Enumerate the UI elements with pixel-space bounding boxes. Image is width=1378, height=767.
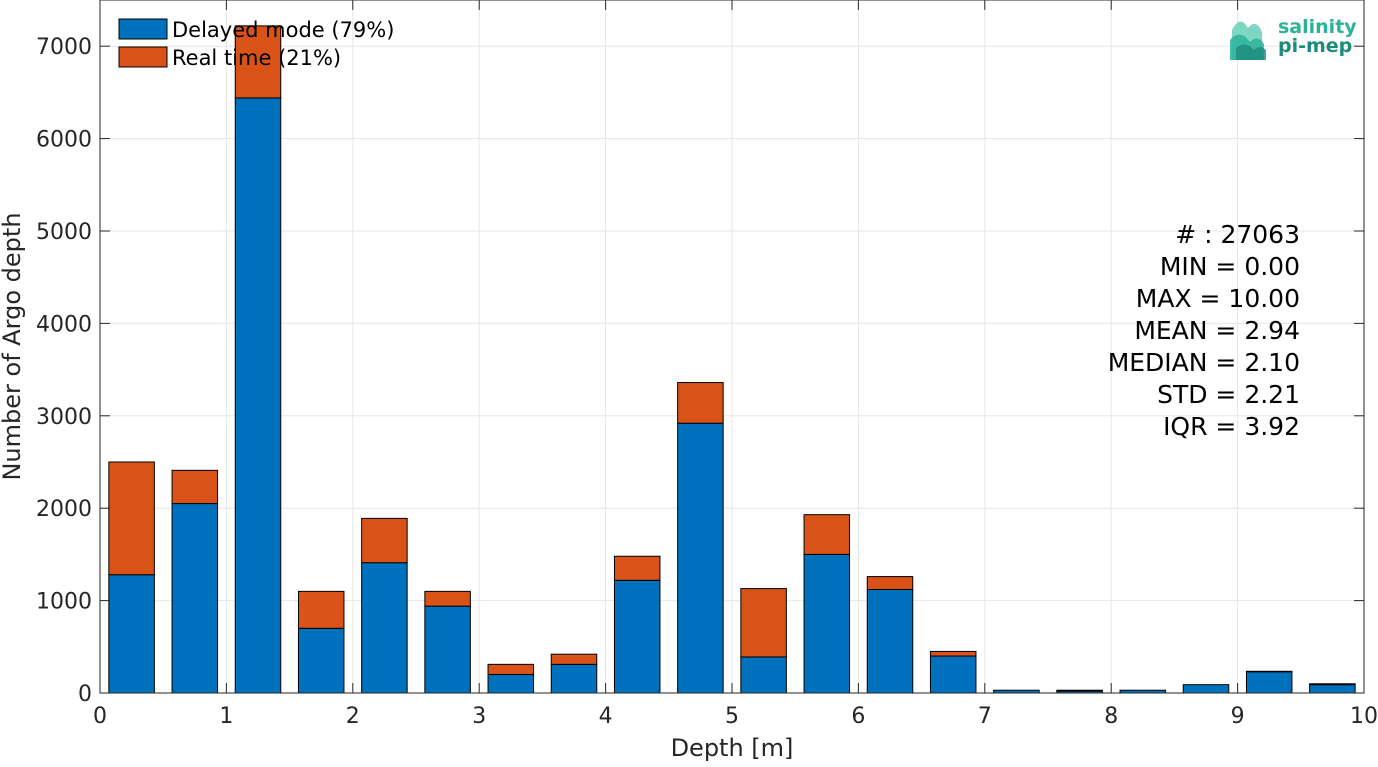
bar-delayed-mode [488,675,534,693]
bar-delayed-mode [614,580,660,693]
legend-swatch-delayed [119,19,167,39]
bar-delayed-mode [1246,672,1292,693]
bar-delayed-mode [109,575,155,693]
salinity-pi-mep-logo: salinity pi-mep [1230,16,1357,60]
stat-mean: MEAN = 2.94 [1134,316,1300,345]
stat-iqr: IQR = 3.92 [1163,412,1300,441]
bar-delayed-mode [1183,685,1229,693]
bar-delayed-mode [172,504,218,693]
x-tick-label: 6 [851,704,865,729]
logo-text-pi-mep: pi-mep [1278,35,1352,57]
stat-std: STD = 2.21 [1157,380,1300,409]
bar-real-time [1057,690,1103,691]
grid-lines [100,0,1364,693]
bar-delayed-mode [678,423,724,693]
bar-delayed-mode [1310,685,1356,693]
bar-real-time [1310,684,1356,685]
x-tick-label: 3 [472,704,486,729]
bar-real-time [109,462,155,575]
x-tick-label: 7 [978,704,992,729]
x-axis-title: Depth [m] [671,734,794,762]
y-axis-title: Number of Argo depth [0,212,26,480]
bar-delayed-mode [298,628,344,693]
x-tick-label: 1 [219,704,233,729]
y-tick-label: 6000 [36,128,92,153]
bar-delayed-mode [425,606,471,693]
bar-delayed-mode [930,656,976,693]
bar-delayed-mode [741,657,787,693]
bar-real-time [614,556,660,580]
x-tick-label: 5 [725,704,739,729]
stat-min: MIN = 0.00 [1160,252,1300,281]
bar-real-time [551,654,597,664]
x-tick-label: 8 [1104,704,1118,729]
x-tick-label: 4 [599,704,613,729]
bar-real-time [425,591,471,606]
y-tick-label: 2000 [36,497,92,522]
bar-real-time [867,577,913,590]
bar-real-time [172,470,218,503]
bar-delayed-mode [362,563,408,693]
x-tick-label: 2 [346,704,360,729]
x-tick-label: 10 [1350,704,1378,729]
legend-label-realtime: Real time (21%) [172,46,341,70]
y-tick-label: 4000 [36,312,92,337]
bar-delayed-mode [867,590,913,693]
stat-median: MEDIAN = 2.10 [1108,348,1300,377]
bar-delayed-mode [235,98,281,693]
wave-logo-icon [1230,21,1266,60]
y-tick-label: 7000 [36,35,92,60]
bar-real-time [741,589,787,657]
legend-label-delayed: Delayed mode (79%) [172,18,394,42]
y-tick-label: 1000 [36,590,92,615]
x-tick-label: 9 [1231,704,1245,729]
y-tick-label: 5000 [36,220,92,245]
y-tick-label: 3000 [36,405,92,430]
stat-max: MAX = 10.00 [1136,284,1300,313]
bar-real-time [930,651,976,656]
bar-real-time [488,664,534,674]
stat-count: # : 27063 [1175,220,1300,249]
bar-real-time [678,383,724,424]
bar-real-time [298,591,344,628]
bar-delayed-mode [804,554,850,693]
bar-delayed-mode [551,664,597,693]
bar-real-time [362,518,408,562]
bar-real-time [804,515,850,555]
y-tick-label: 0 [78,682,92,707]
statistics-annotation: # : 27063 MIN = 0.00 MAX = 10.00 MEAN = … [1108,220,1300,441]
legend-swatch-realtime [119,47,167,67]
x-tick-label: 0 [93,704,107,729]
